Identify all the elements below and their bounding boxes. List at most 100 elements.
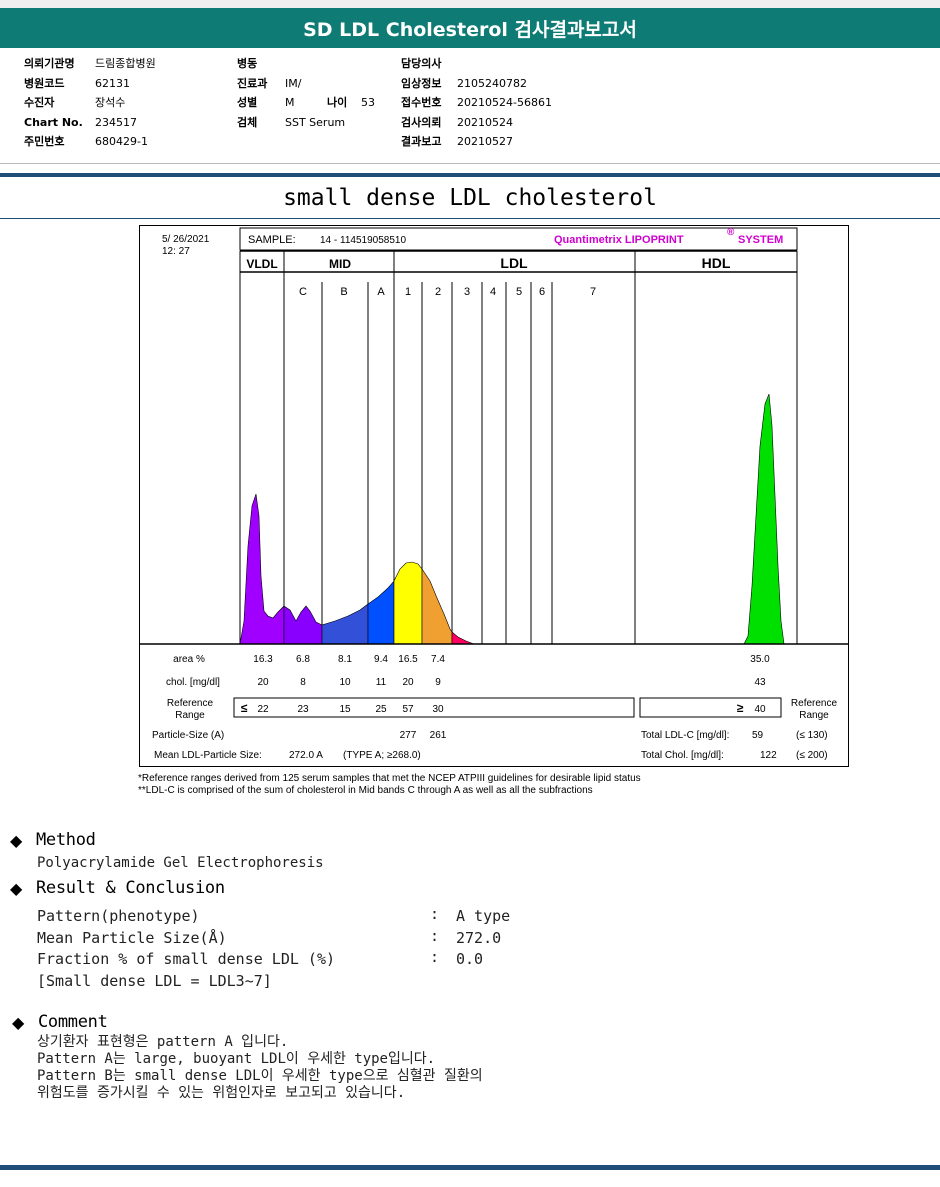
- mid-c-peak: [283, 605, 323, 645]
- total-chol-value: 122: [760, 750, 777, 761]
- result-value: 0.0: [456, 950, 484, 968]
- result-value: 272.0: [456, 929, 502, 947]
- hdl-reference-box: [639, 697, 782, 718]
- info-label: 병원코드: [24, 76, 65, 90]
- band-label: 7: [590, 286, 596, 298]
- total-chol-label: Total Chol. [mg/dl]:: [641, 750, 724, 761]
- hdl-ref-symbol: ≥: [737, 701, 744, 715]
- result-heading: Result & Conclusion: [36, 878, 225, 898]
- mid-b-peak: [321, 603, 369, 645]
- ldl2-peak: [421, 568, 453, 645]
- result-label: Fraction % of small dense LDL (%): [37, 950, 336, 968]
- mean-particle-value: 272.0 A: [289, 750, 323, 761]
- result-value: A type: [456, 907, 511, 925]
- section-subtitle: small dense LDL cholesterol: [283, 185, 657, 211]
- method-heading: Method: [36, 830, 96, 850]
- chart-time: 12: 27: [162, 246, 190, 257]
- info-column-2: 병동 진료과 IM/ 성별 M 나이 53 검체 SST Serum: [237, 54, 375, 132]
- age-label: 나이: [327, 96, 348, 109]
- chol-value: 10: [339, 677, 351, 688]
- band-label: 4: [490, 286, 496, 298]
- info-label: 병동: [237, 57, 258, 70]
- info-value: 234517: [95, 115, 137, 129]
- info-value: SST Serum: [285, 115, 346, 129]
- info-label: 결과보고: [401, 135, 442, 148]
- info-label: 주민번호: [24, 135, 65, 148]
- reference-box: [233, 697, 635, 718]
- comment-line: Pattern B는 small dense LDL이 우세한 type으로 심…: [37, 1068, 483, 1084]
- band-dividers: [321, 282, 553, 644]
- chol-value: 11: [376, 677, 387, 688]
- hdl-chol-value: 43: [754, 677, 766, 688]
- band-label: B: [340, 286, 347, 298]
- sample-box: [239, 227, 798, 251]
- comment-section-heading: ◆ Comment: [12, 1012, 108, 1032]
- info-label: 성별: [237, 96, 258, 109]
- mean-particle-label: Mean LDL-Particle Size:: [154, 750, 262, 761]
- brand-suffix: SYSTEM: [738, 234, 783, 246]
- info-label: 진료과: [237, 76, 268, 90]
- row-label-area: area %: [173, 654, 205, 665]
- total-ldl-ref: (≤ 130): [796, 730, 828, 741]
- area-value: 7.4: [431, 654, 445, 665]
- ref-symbol: ≤: [241, 701, 248, 715]
- ref-value: 23: [297, 704, 309, 715]
- area-value: 16.5: [398, 654, 418, 665]
- group-label-hdl: HDL: [702, 255, 731, 271]
- band-label: 2: [435, 286, 441, 298]
- ref-value: 15: [339, 704, 351, 715]
- vldl-peak: [239, 493, 285, 645]
- ref-value: 22: [257, 704, 269, 715]
- chart-date: 5/ 26/2021: [162, 234, 210, 245]
- divider: [0, 218, 940, 219]
- info-value: 드림종합병원: [95, 57, 156, 70]
- info-label: 검사의뢰: [401, 115, 442, 129]
- band-label: C: [299, 286, 307, 298]
- mid-a-peak: [367, 580, 395, 645]
- section-band: [0, 173, 940, 177]
- result-label: Mean Particle Size(Å): [37, 929, 227, 947]
- lipoprint-curves: [239, 393, 785, 645]
- info-value: M: [285, 96, 295, 109]
- sample-label: SAMPLE:: [248, 234, 296, 246]
- hdl-ref-label: Reference: [791, 698, 838, 709]
- row-label-chol: chol. [mg/dl]: [166, 677, 220, 688]
- total-ldl-label: Total LDL-C [mg/dl]:: [641, 730, 729, 741]
- comment-line: 상기환자 표현형은 pattern A 입니다.: [37, 1034, 289, 1050]
- age-value: 53: [361, 96, 375, 109]
- info-column-1: 의뢰기관명 드림종합병원 병원코드 62131 수진자 장석수 Chart No. 23…: [24, 54, 156, 152]
- info-label: 접수번호: [401, 96, 442, 109]
- info-value: 20210524-56861: [457, 96, 552, 109]
- brand-name: Quantimetrix LIPOPRINT: [554, 234, 684, 246]
- ref-value: 57: [402, 704, 414, 715]
- result-colon: :: [430, 927, 440, 945]
- info-value: 2105240782: [457, 76, 527, 90]
- comment-line: 위험도를 증가시킬 수 있는 위험인자로 보고되고 있습니다.: [37, 1085, 406, 1101]
- comment-line: Pattern A는 large, buoyant LDL이 우세한 type입…: [37, 1051, 436, 1067]
- group-label-vldl: VLDL: [246, 257, 277, 271]
- info-label: 수진자: [24, 96, 55, 109]
- hdl-peak: [743, 393, 785, 645]
- method-text: Polyacrylamide Gel Electrophoresis: [37, 855, 324, 871]
- comment-heading: Comment: [38, 1012, 108, 1032]
- top-strip: [0, 0, 940, 8]
- info-label: 임상정보: [401, 76, 442, 90]
- hdl-area-value: 35.0: [750, 654, 770, 665]
- brand-registered-mark: ®: [727, 227, 735, 238]
- info-label: 의뢰기관명: [24, 57, 75, 70]
- chol-value: 20: [402, 677, 414, 688]
- ldl3-peak: [451, 631, 475, 645]
- footnote-1: *Reference ranges derived from 125 serum…: [138, 773, 641, 784]
- ref-value: 25: [375, 704, 387, 715]
- lipoprint-chart: 5/ 26/2021 12: 27 SAMPLE: 14 - 114519058…: [139, 225, 849, 767]
- particle-value: 277: [400, 730, 417, 741]
- area-value: 16.3: [253, 654, 273, 665]
- ref-value: 30: [432, 704, 444, 715]
- diamond-bullet-icon: ◆: [12, 1012, 25, 1032]
- chol-value: 8: [300, 677, 306, 688]
- chol-value: 9: [435, 677, 441, 688]
- info-value: 20210524: [457, 115, 513, 129]
- footnote-2: **LDL-C is comprised of the sum of chole…: [138, 785, 593, 796]
- diamond-bullet-icon: ◆: [10, 878, 23, 898]
